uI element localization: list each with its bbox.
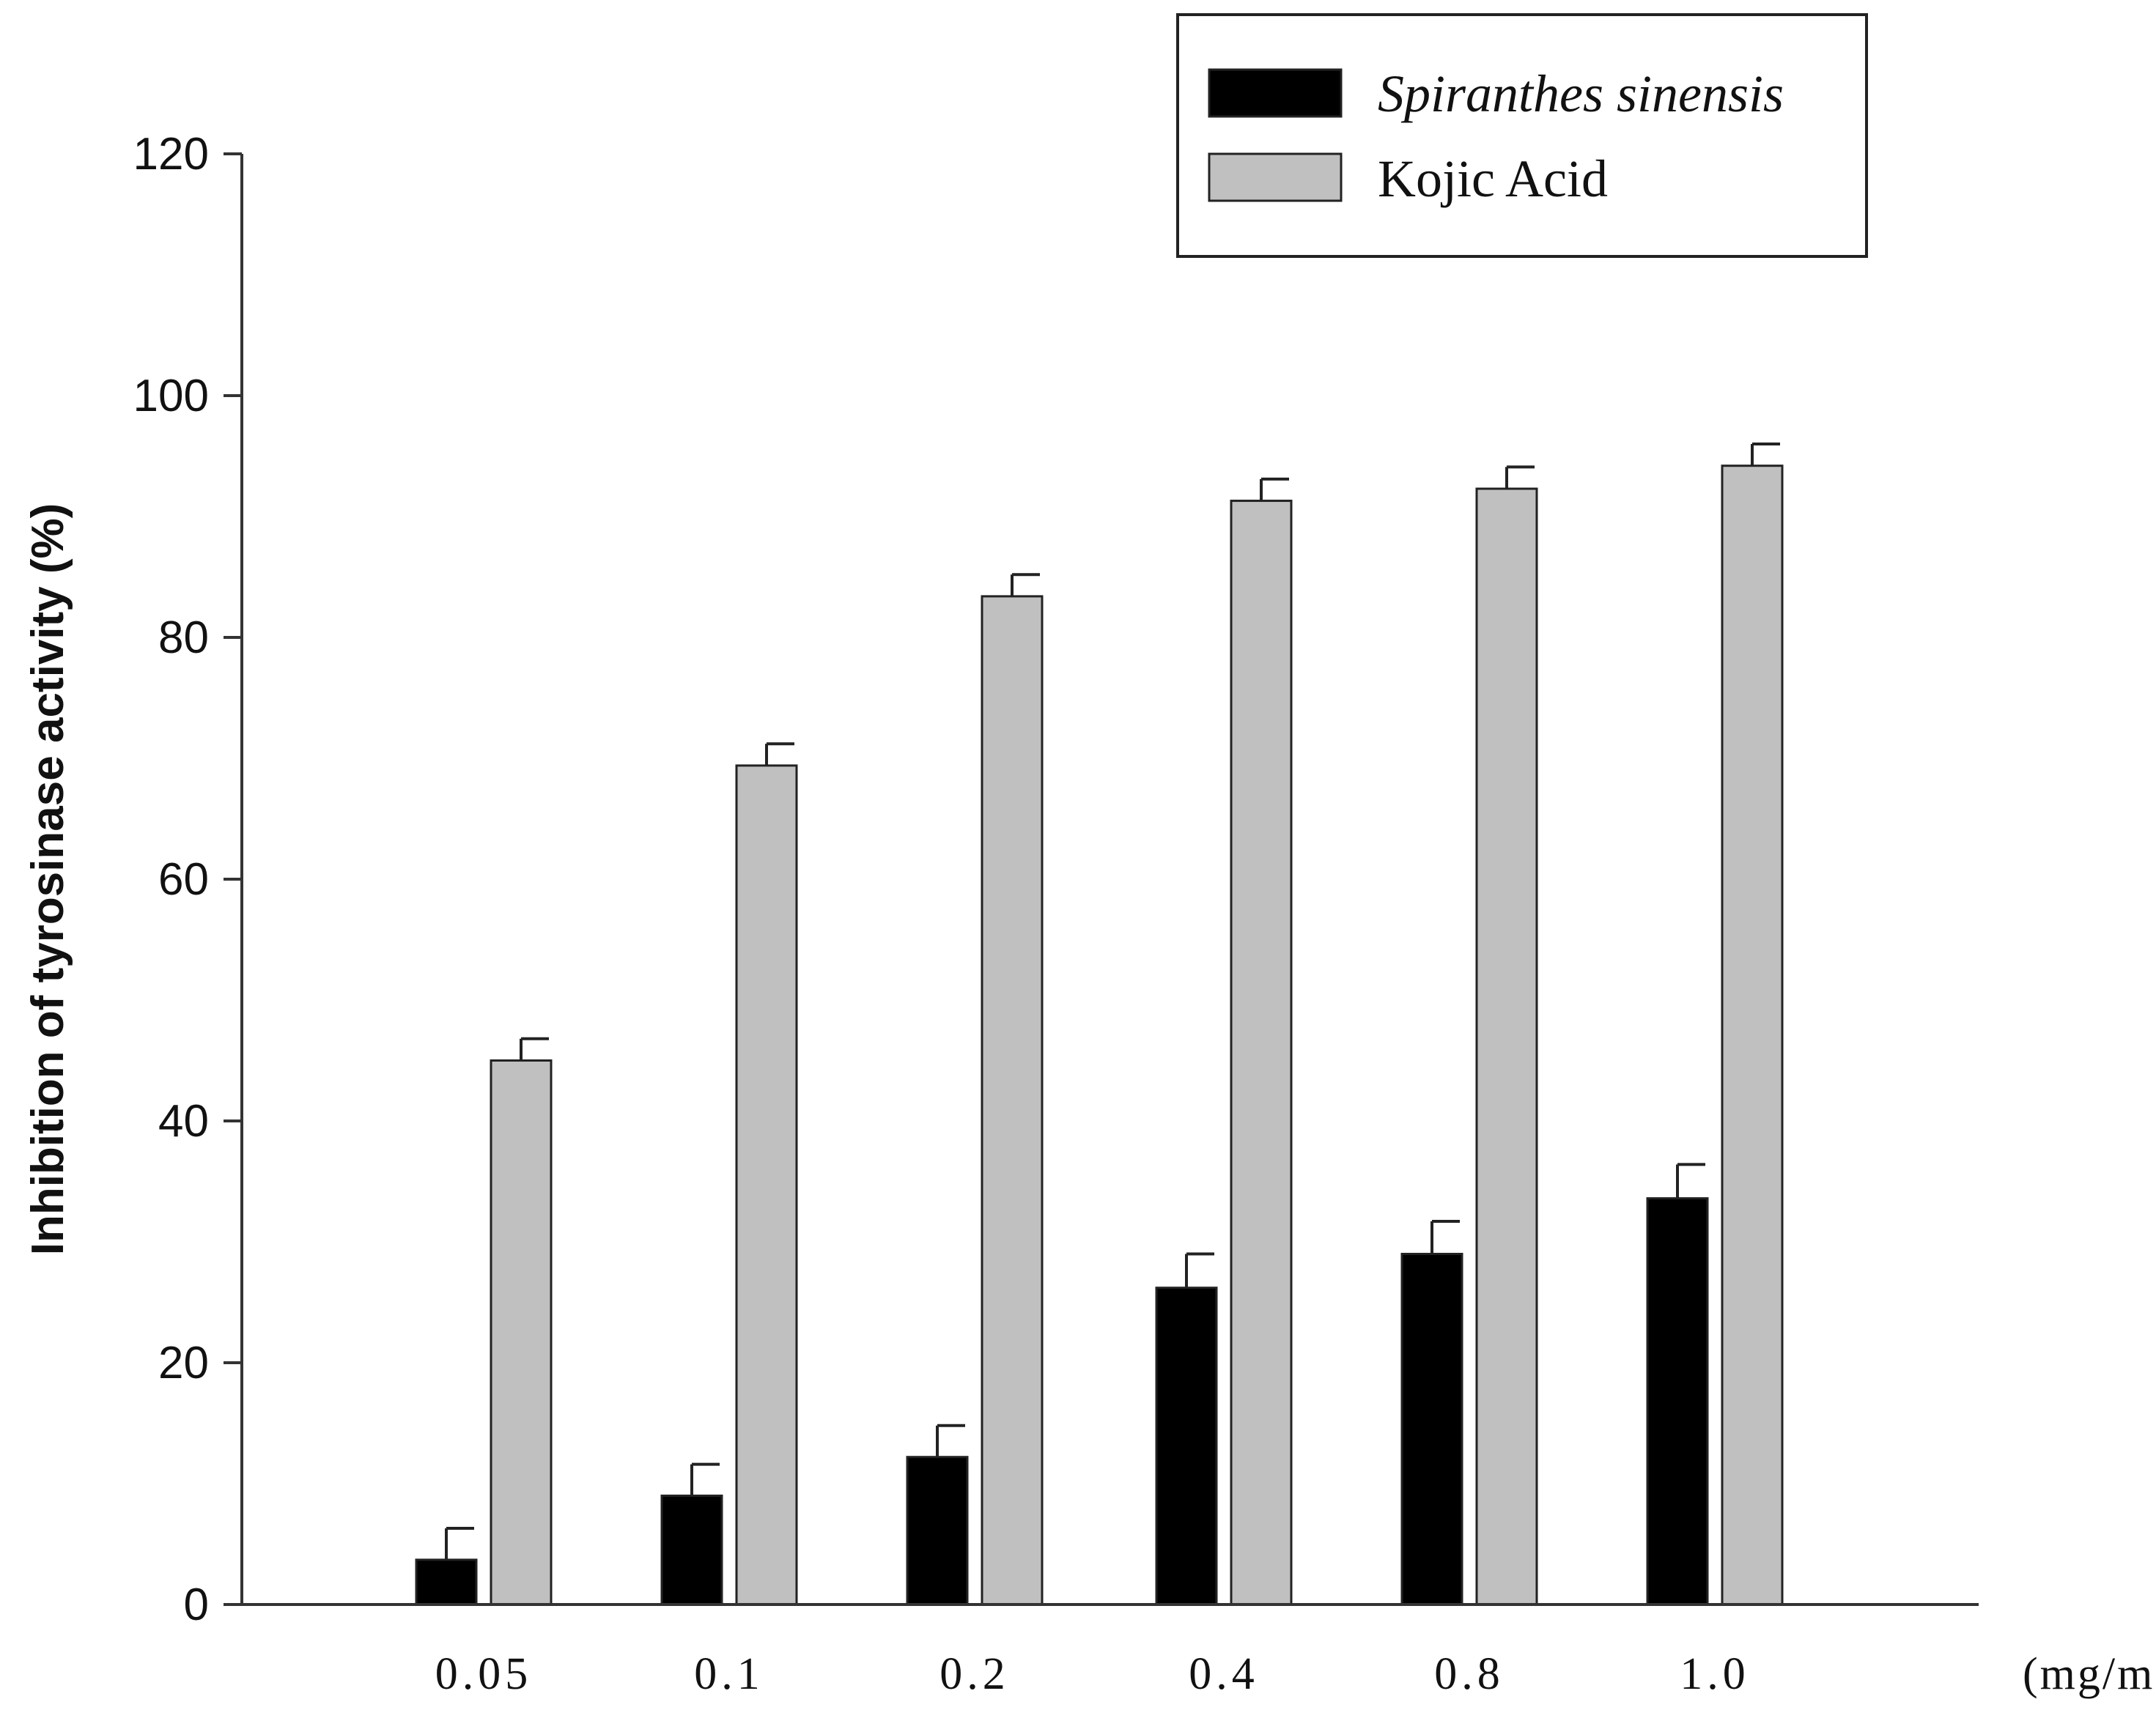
legend-swatch-kojic-acid — [1208, 152, 1343, 202]
bar-spiranthes-sinensis-0.05 — [415, 1558, 478, 1606]
bar-kojic-acid-0.8 — [1475, 487, 1538, 1606]
bar-spiranthes-sinensis-0.1 — [660, 1495, 723, 1606]
legend-label-spiranthes-sinensis: Spiranthes sinensis — [1378, 64, 1784, 123]
legend-box — [1176, 13, 1868, 258]
y-tick-label: 40 — [158, 1096, 209, 1147]
x-tick-label: 1.0 — [1680, 1649, 1750, 1699]
bar-spiranthes-sinensis-1.0 — [1646, 1197, 1709, 1606]
y-axis-ticks: 0 20 40 60 80 100 120 — [133, 129, 242, 1630]
error-bars — [445, 443, 1780, 1560]
bar-spiranthes-sinensis-0.2 — [906, 1456, 969, 1606]
x-tick-label: 0.2 — [939, 1649, 1010, 1699]
y-tick-label: 120 — [133, 129, 209, 179]
bar-spiranthes-sinensis-0.4 — [1155, 1287, 1218, 1606]
legend-label-kojic-acid: Kojic Acid — [1378, 149, 1608, 208]
y-tick-label: 0 — [184, 1580, 209, 1630]
bar-kojic-acid-0.1 — [735, 764, 798, 1606]
bar-kojic-acid-1.0 — [1721, 464, 1784, 1606]
legend: Spiranthes sinensis Kojic Acid — [1176, 13, 1868, 258]
y-tick-label: 100 — [133, 371, 209, 421]
legend-swatch-spiranthes-sinensis — [1208, 68, 1343, 118]
x-tick-label: 0.8 — [1434, 1649, 1505, 1699]
y-tick-label: 60 — [158, 854, 209, 905]
bar-kojic-acid-0.4 — [1230, 500, 1293, 1606]
y-tick-label: 20 — [158, 1338, 209, 1388]
x-tick-label: 0.4 — [1189, 1649, 1259, 1699]
bar-kojic-acid-0.2 — [981, 595, 1044, 1606]
x-axis-tick-labels: 0.05 0.1 0.2 0.4 0.8 1.0 — [435, 1649, 1750, 1699]
bars — [415, 464, 1784, 1606]
bar-kojic-acid-0.05 — [490, 1059, 553, 1606]
x-axis-unit-label: (mg/mL) — [2023, 1649, 2156, 1699]
x-tick-label: 0.05 — [435, 1649, 533, 1699]
bar-spiranthes-sinensis-0.8 — [1400, 1253, 1463, 1606]
y-tick-label: 80 — [158, 612, 209, 663]
x-tick-label: 0.1 — [694, 1649, 764, 1699]
y-axis-label: Inhibition of tyrosinase activity (%) — [23, 503, 73, 1256]
